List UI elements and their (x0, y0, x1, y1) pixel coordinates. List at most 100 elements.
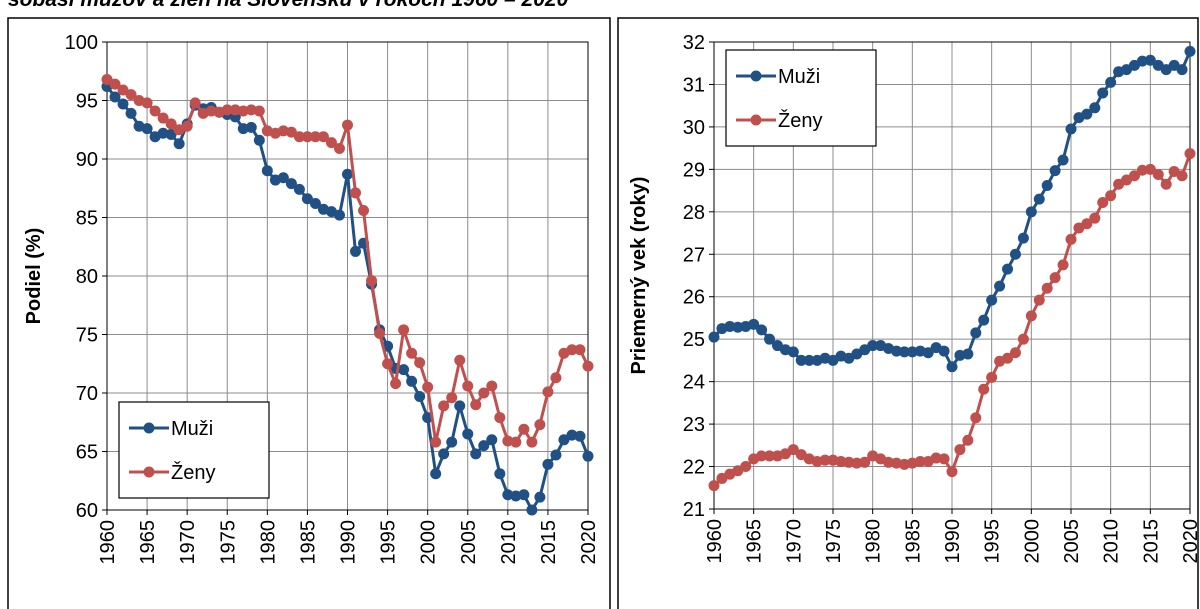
data-point (470, 448, 482, 460)
y-tick-label: 25 (683, 329, 705, 351)
legend-marker (750, 70, 762, 82)
data-point (406, 347, 418, 359)
y-tick-label: 28 (683, 202, 705, 224)
data-point (1105, 76, 1117, 88)
y-tick-label: 27 (683, 244, 705, 266)
data-point (1041, 282, 1053, 294)
y-tick-label: 31 (683, 74, 705, 96)
data-point (566, 344, 578, 356)
data-point (1097, 196, 1109, 208)
data-point (851, 457, 863, 469)
data-point (446, 436, 458, 448)
data-point (756, 324, 768, 336)
data-point (946, 361, 958, 373)
data-point (764, 450, 776, 462)
data-point (1002, 352, 1014, 364)
data-point (946, 466, 958, 478)
y-tick-label: 30 (683, 117, 705, 139)
data-point (478, 440, 490, 452)
data-point (1128, 170, 1140, 182)
x-tick-label: 1990 (338, 520, 360, 565)
legend-marker (143, 422, 155, 434)
data-point (962, 434, 974, 446)
data-point (1041, 179, 1053, 191)
data-point (454, 400, 466, 412)
data-point (125, 107, 137, 119)
legend-label: Ženy (171, 461, 215, 484)
data-point (486, 434, 498, 446)
data-point (285, 126, 297, 138)
data-point (1160, 178, 1172, 190)
data-point (970, 412, 982, 424)
data-point (1065, 233, 1077, 245)
data-point (1049, 272, 1061, 284)
data-point (462, 428, 474, 440)
data-point (301, 193, 313, 205)
data-point (293, 131, 305, 143)
data-point (708, 480, 720, 492)
data-point (1033, 193, 1045, 205)
data-point (1184, 45, 1196, 57)
x-tick-label: 2005 (458, 520, 480, 565)
data-point (333, 209, 345, 221)
data-point (317, 131, 329, 143)
data-point (1144, 54, 1156, 66)
data-point (510, 436, 522, 448)
data-point (1089, 102, 1101, 114)
data-point (285, 178, 297, 190)
x-tick-label: 1985 (297, 520, 319, 565)
data-point (382, 358, 394, 370)
data-point (1105, 190, 1117, 202)
x-tick-label: 1965 (744, 519, 766, 564)
data-point (542, 386, 554, 398)
data-point (574, 430, 586, 442)
y-tick-label: 90 (76, 149, 98, 171)
data-point (101, 73, 113, 85)
panel-border (7, 17, 611, 609)
x-tick-label: 2015 (538, 520, 560, 565)
data-point (1144, 163, 1156, 175)
y-tick-label: 23 (683, 414, 705, 436)
data-point (534, 419, 546, 431)
y-tick-label: 65 (76, 442, 98, 464)
data-point (390, 378, 402, 390)
data-point (261, 165, 273, 177)
data-point (930, 452, 942, 464)
data-point (454, 354, 466, 366)
data-point (1136, 164, 1148, 176)
data-point (342, 119, 353, 131)
data-point (325, 137, 337, 149)
data-point (141, 97, 153, 109)
data-point (978, 314, 990, 326)
data-point (309, 131, 321, 143)
legend-marker (750, 114, 762, 126)
legend-label: Ženy (778, 109, 822, 132)
data-point (398, 364, 410, 376)
data-point (1065, 123, 1077, 135)
data-point (1002, 263, 1014, 275)
data-point (922, 347, 934, 359)
data-point (446, 392, 458, 404)
data-point (724, 320, 736, 332)
data-point (157, 112, 169, 124)
data-point (293, 183, 305, 195)
y-tick-label: 29 (683, 159, 705, 181)
data-point (149, 105, 161, 117)
legend-marker (143, 466, 155, 478)
y-tick-label: 100 (65, 32, 98, 54)
y-axis-label: Priemerný vek (roky) (628, 177, 650, 375)
data-point (1136, 55, 1148, 67)
data-point (708, 331, 720, 343)
data-point (859, 456, 871, 468)
x-tick-label: 1960 (704, 519, 726, 564)
data-point (141, 123, 153, 135)
data-point (165, 128, 177, 140)
figure-title: sobáši mužov a žien na Slovensku v rokoc… (8, 0, 569, 11)
legend-box (118, 401, 270, 499)
data-point (1081, 218, 1093, 230)
data-point (470, 399, 482, 411)
x-tick-label: 2010 (498, 520, 520, 565)
data-point (1057, 154, 1069, 166)
data-point (994, 280, 1006, 292)
data-point (906, 346, 918, 358)
